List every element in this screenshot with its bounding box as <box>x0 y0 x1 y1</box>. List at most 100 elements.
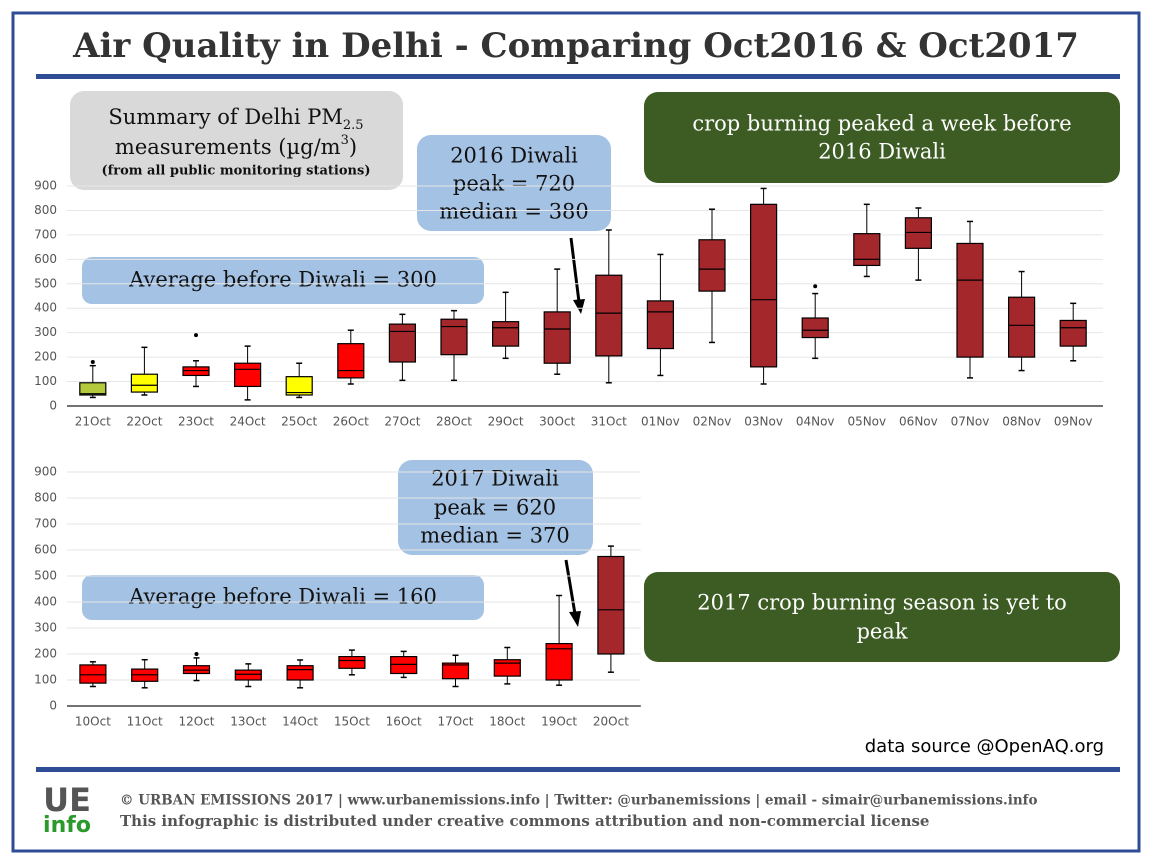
y-tick-label: 400 <box>34 595 57 609</box>
summary-sub: 2.5 <box>343 118 364 133</box>
outlier <box>90 360 95 364</box>
callout-text: 2016 Diwali <box>818 140 946 164</box>
data-source: data source @OpenAQ.org <box>865 736 1104 757</box>
callout-box <box>417 135 611 231</box>
logo-bottom: info <box>43 813 91 838</box>
y-tick-label: 100 <box>34 673 57 687</box>
x-tick-label: 29Oct <box>488 415 524 429</box>
x-tick-label: 27Oct <box>384 415 420 429</box>
callout-box <box>644 572 1120 662</box>
box <box>1059 319 1087 347</box>
summary-text: measurements (µg/m <box>115 135 341 159</box>
y-tick-label: 500 <box>34 276 57 290</box>
box <box>749 203 778 368</box>
x-tick-label: 02Nov <box>693 415 732 429</box>
box <box>595 274 623 357</box>
box <box>234 362 262 388</box>
summary-sup: 3 <box>341 133 349 148</box>
y-tick-label: 0 <box>49 399 57 413</box>
x-tick-label: 15Oct <box>334 715 370 729</box>
arrow-head <box>569 611 581 627</box>
callout-text: crop burning peaked a week before <box>692 112 1071 136</box>
x-tick-label: 18Oct <box>489 715 525 729</box>
box <box>337 343 365 379</box>
box <box>338 655 366 669</box>
callout-text: Average before Diwali = 300 <box>128 268 437 292</box>
box <box>853 233 881 267</box>
box <box>956 242 984 358</box>
box <box>543 311 571 364</box>
y-tick-label: 900 <box>34 465 57 479</box>
y-tick-label: 100 <box>34 374 57 388</box>
box <box>285 376 313 396</box>
x-tick-label: 17Oct <box>437 715 473 729</box>
y-tick-label: 0 <box>49 699 57 713</box>
box <box>440 318 468 356</box>
x-tick-label: 24Oct <box>230 415 266 429</box>
box <box>493 659 521 677</box>
box <box>1007 296 1036 358</box>
x-tick-label: 14Oct <box>282 715 318 729</box>
box <box>286 665 314 681</box>
callout-box <box>82 257 484 304</box>
summary-line1: Summary of Delhi PM2.5 <box>108 105 363 133</box>
summary-text: ) <box>349 135 357 159</box>
outlier <box>813 284 818 289</box>
box <box>234 669 262 681</box>
y-tick-label: 400 <box>34 301 57 315</box>
x-tick-label: 04Nov <box>796 415 835 429</box>
box <box>492 321 520 347</box>
x-tick-label: 26Oct <box>333 415 369 429</box>
summary-box <box>70 91 403 190</box>
box <box>698 239 726 292</box>
box <box>801 317 829 339</box>
divider <box>36 74 1120 79</box>
callout-text: median = 380 <box>439 200 589 224</box>
y-tick-label: 200 <box>34 647 57 661</box>
y-tick-label: 800 <box>34 491 57 505</box>
callout-box <box>644 92 1120 183</box>
callout-text: Average before Diwali = 160 <box>128 585 437 609</box>
x-tick-label: 16Oct <box>386 715 422 729</box>
y-tick-label: 200 <box>34 350 57 364</box>
y-tick-label: 600 <box>34 543 57 557</box>
x-tick-label: 31Oct <box>591 415 627 429</box>
y-tick-label: 900 <box>34 179 57 193</box>
box <box>646 300 675 350</box>
callout-text: peak <box>856 620 907 644</box>
x-tick-label: 09Nov <box>1054 415 1093 429</box>
callout-text: 2016 Diwali <box>450 144 578 168</box>
x-tick-label: 20Oct <box>593 715 629 729</box>
box <box>79 664 107 684</box>
arrow-head <box>573 299 585 314</box>
x-tick-label: 05Nov <box>847 415 886 429</box>
callout-box <box>82 575 484 620</box>
x-tick-label: 08Nov <box>1002 415 1041 429</box>
box <box>545 642 573 681</box>
box <box>130 373 158 393</box>
callout-text: peak = 620 <box>434 496 556 520</box>
box <box>597 555 625 655</box>
summary-line3: (from all public monitoring stations) <box>102 164 371 179</box>
y-tick-label: 300 <box>34 325 57 339</box>
y-tick-label: 700 <box>34 517 57 531</box>
arrow <box>569 237 581 303</box>
x-tick-label: 11Oct <box>127 715 163 729</box>
divider <box>36 767 1120 772</box>
x-tick-label: 06Nov <box>899 415 938 429</box>
summary-text: Summary of Delhi PM <box>108 105 342 129</box>
box <box>441 662 470 680</box>
box <box>390 655 418 675</box>
y-tick-label: 700 <box>34 227 57 241</box>
x-tick-label: 12Oct <box>178 715 214 729</box>
logo-top: UE <box>43 781 91 819</box>
x-tick-label: 10Oct <box>75 715 111 729</box>
callout-text: 2017 Diwali <box>431 467 559 491</box>
callout-text: peak = 720 <box>453 172 575 196</box>
box <box>182 366 210 377</box>
x-tick-label: 23Oct <box>178 415 214 429</box>
plots: 0 100 200 300 400 500 600 700 800 900 21Oct 22Oct 23… <box>34 179 1103 729</box>
summary-line2: measurements (µg/m3) <box>115 133 357 159</box>
callout-text: 2017 crop burning season is yet to <box>697 591 1067 615</box>
